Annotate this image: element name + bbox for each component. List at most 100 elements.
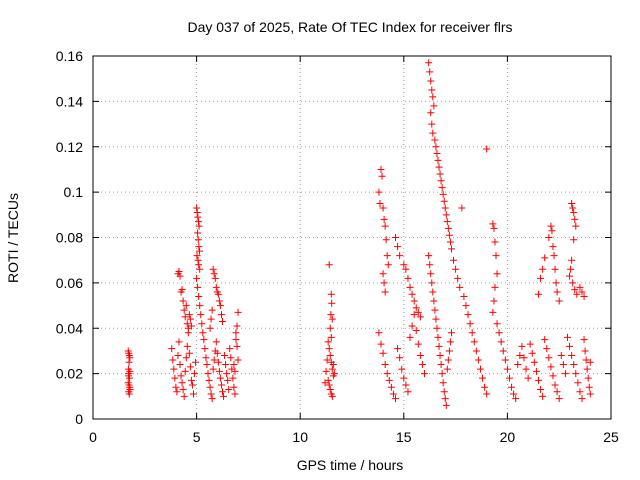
data-point bbox=[414, 308, 422, 316]
data-point bbox=[231, 367, 239, 375]
data-point bbox=[510, 390, 518, 398]
data-point bbox=[234, 356, 242, 364]
data-point bbox=[499, 347, 507, 355]
data-point bbox=[188, 381, 196, 389]
data-point bbox=[178, 379, 186, 387]
data-point bbox=[474, 356, 482, 364]
data-point bbox=[209, 265, 217, 273]
data-point bbox=[450, 256, 458, 264]
data-point bbox=[427, 77, 435, 85]
data-point bbox=[439, 190, 447, 198]
data-point bbox=[437, 177, 445, 185]
data-point bbox=[380, 215, 388, 223]
data-point bbox=[427, 109, 435, 117]
data-point bbox=[447, 329, 455, 337]
data-point bbox=[571, 215, 579, 223]
x-axis-label: GPS time / hours bbox=[297, 457, 404, 473]
data-point bbox=[186, 315, 194, 323]
data-point bbox=[476, 365, 484, 373]
data-point bbox=[429, 129, 437, 137]
data-point bbox=[541, 336, 549, 344]
data-point bbox=[586, 390, 594, 398]
data-point bbox=[571, 286, 579, 294]
data-point bbox=[578, 288, 586, 296]
data-point bbox=[396, 354, 404, 362]
data-point bbox=[201, 345, 209, 353]
data-point bbox=[440, 388, 448, 396]
data-point bbox=[183, 342, 191, 350]
data-point bbox=[206, 324, 214, 332]
data-point bbox=[179, 386, 187, 394]
data-point bbox=[433, 150, 441, 158]
data-point bbox=[468, 329, 476, 337]
data-point bbox=[169, 356, 177, 364]
data-point bbox=[207, 390, 215, 398]
data-point bbox=[570, 209, 578, 217]
data-point bbox=[196, 302, 204, 310]
data-point bbox=[174, 351, 182, 359]
data-point bbox=[555, 395, 563, 403]
data-point bbox=[489, 220, 497, 228]
x-tick-label: 10 bbox=[292, 429, 308, 445]
data-point bbox=[183, 320, 191, 328]
data-point bbox=[186, 363, 194, 371]
data-point bbox=[416, 351, 424, 359]
data-point bbox=[385, 376, 393, 384]
data-point bbox=[215, 367, 223, 375]
data-point bbox=[225, 386, 233, 394]
data-point bbox=[210, 356, 218, 364]
data-point bbox=[445, 231, 453, 239]
data-point bbox=[329, 361, 337, 369]
data-point bbox=[328, 315, 336, 323]
data-point bbox=[503, 365, 511, 373]
data-point bbox=[446, 338, 454, 346]
data-point bbox=[431, 136, 439, 144]
data-point bbox=[387, 383, 395, 391]
data-point bbox=[576, 388, 584, 396]
data-point bbox=[460, 292, 468, 300]
y-axis-label: ROTI / TECUs bbox=[5, 193, 21, 283]
x-tick-label: 15 bbox=[396, 429, 412, 445]
data-point bbox=[432, 143, 440, 151]
data-point bbox=[217, 381, 225, 389]
data-point bbox=[189, 390, 197, 398]
data-point bbox=[229, 374, 237, 382]
data-point bbox=[566, 272, 574, 280]
x-tick-label: 0 bbox=[89, 429, 97, 445]
data-point bbox=[447, 245, 455, 253]
data-point bbox=[568, 199, 576, 207]
data-point bbox=[212, 283, 220, 291]
data-point bbox=[483, 390, 491, 398]
x-tick-label: 5 bbox=[193, 429, 201, 445]
data-point bbox=[185, 311, 193, 319]
data-point bbox=[394, 345, 402, 353]
data-point bbox=[479, 374, 487, 382]
data-point bbox=[518, 342, 526, 350]
data-point bbox=[438, 184, 446, 192]
data-point bbox=[195, 292, 203, 300]
data-point bbox=[557, 351, 565, 359]
y-tick-label: 0.06 bbox=[56, 275, 83, 291]
data-point bbox=[175, 268, 183, 276]
data-point bbox=[551, 265, 559, 273]
data-point bbox=[185, 349, 193, 357]
data-point bbox=[327, 290, 335, 298]
data-point bbox=[414, 340, 422, 348]
data-point bbox=[194, 236, 202, 244]
data-point bbox=[574, 379, 582, 387]
data-point bbox=[454, 274, 462, 282]
data-point bbox=[191, 370, 199, 378]
data-point bbox=[438, 370, 446, 378]
data-point bbox=[212, 338, 220, 346]
data-point bbox=[211, 274, 219, 282]
data-point bbox=[200, 336, 208, 344]
data-point bbox=[408, 322, 416, 330]
data-point bbox=[550, 252, 558, 260]
data-point bbox=[427, 270, 435, 278]
data-point bbox=[394, 243, 402, 251]
data-point bbox=[195, 261, 203, 269]
data-point bbox=[181, 313, 189, 321]
data-point bbox=[381, 222, 389, 230]
data-point bbox=[490, 297, 498, 305]
data-point bbox=[439, 379, 447, 387]
